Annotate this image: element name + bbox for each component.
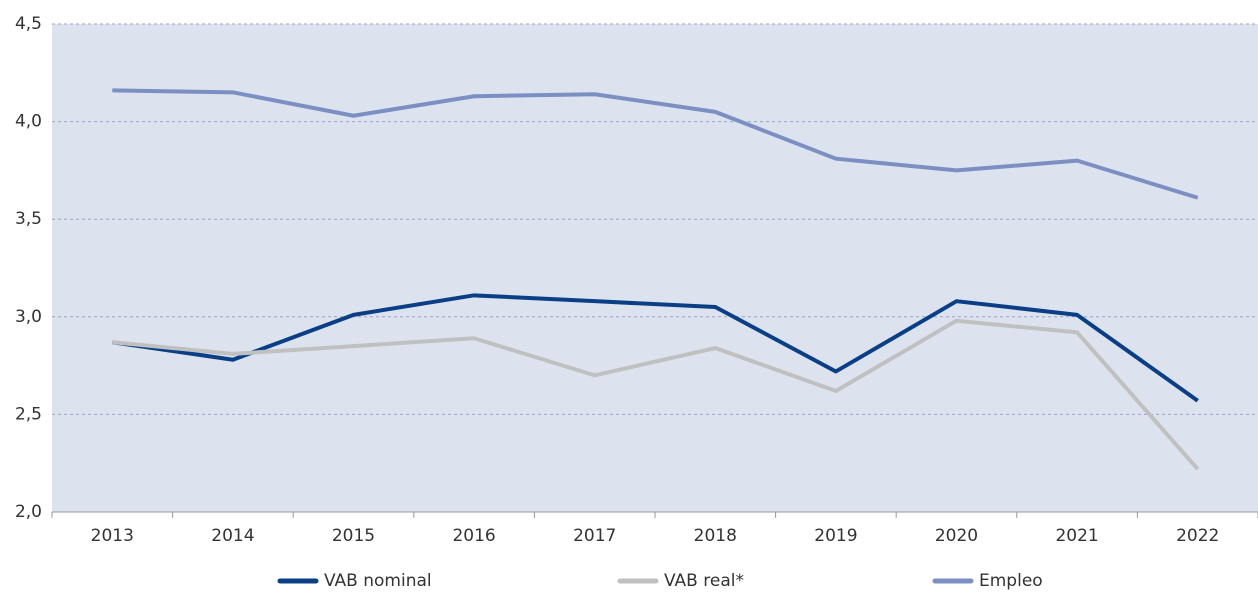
legend-label: VAB real* (664, 571, 744, 591)
y-tick-label: 3,5 (15, 209, 42, 229)
x-tick-label: 2022 (1176, 526, 1219, 546)
x-tick-label: 2014 (211, 526, 254, 546)
plot-area (52, 24, 1258, 512)
y-tick-label: 4,5 (15, 14, 42, 34)
y-tick-label: 2,0 (15, 502, 42, 522)
x-tick-label: 2018 (694, 526, 737, 546)
y-tick-label: 2,5 (15, 404, 42, 424)
x-tick-label: 2020 (935, 526, 978, 546)
legend-label: VAB nominal (324, 571, 432, 591)
series-line (112, 293, 1199, 403)
y-tick-label: 4,0 (15, 112, 42, 132)
x-tick-label: 2019 (814, 526, 857, 546)
x-tick-label: 2015 (332, 526, 375, 546)
series-line (112, 88, 1199, 200)
x-tick-label: 2021 (1055, 526, 1098, 546)
y-tick-label: 3,0 (15, 307, 42, 327)
x-tick-label: 2016 (452, 526, 495, 546)
x-tick-label: 2013 (91, 526, 134, 546)
legend-label: Empleo (979, 571, 1043, 591)
x-tick-label: 2017 (573, 526, 616, 546)
series-line (112, 318, 1200, 471)
